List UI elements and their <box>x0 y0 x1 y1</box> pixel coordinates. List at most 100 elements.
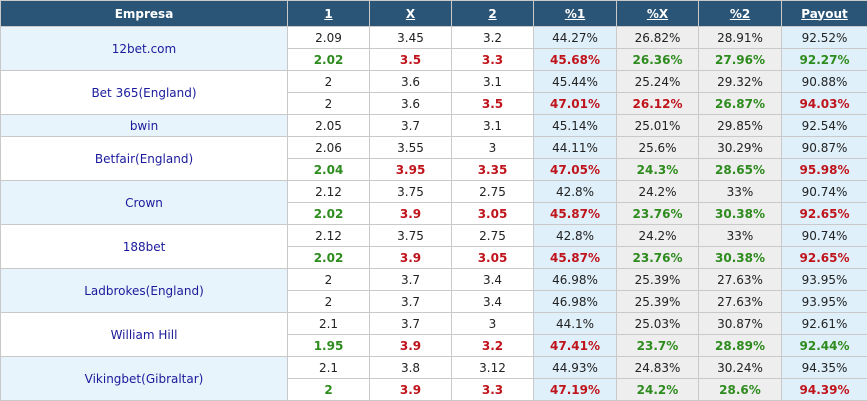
odds-away-current: 3.05 <box>452 247 534 269</box>
odds-away-opening: 2.75 <box>452 225 534 247</box>
prob-draw-opening: 25.39% <box>617 269 699 291</box>
sort-payout[interactable]: Payout <box>782 1 867 27</box>
sort-col-1[interactable]: 1 <box>288 1 370 27</box>
payout-value-current: 94.03% <box>782 93 867 115</box>
prob-away-current: 27.96% <box>699 49 782 71</box>
prob-home-current: 47.05% <box>534 159 617 181</box>
header-empresa: Empresa <box>1 1 288 27</box>
bookmaker-name-link[interactable]: 188bet <box>1 225 288 269</box>
odds-away-opening: 3.2 <box>452 27 534 49</box>
bookmaker-name-link[interactable]: Crown <box>1 181 288 225</box>
prob-draw-opening: 25.24% <box>617 71 699 93</box>
odds-home-current: 1.95 <box>288 335 370 357</box>
odds-home-opening: 2.1 <box>288 357 370 379</box>
sort-pct-2[interactable]: %2 <box>699 1 782 27</box>
prob-away-opening: 27.63% <box>699 269 782 291</box>
odds-away-current: 3.2 <box>452 335 534 357</box>
prob-draw-current: 24.3% <box>617 159 699 181</box>
prob-away-opening: 29.32% <box>699 71 782 93</box>
prob-away-opening: 30.29% <box>699 137 782 159</box>
prob-away-current: 30.38% <box>699 247 782 269</box>
prob-home-current: 47.41% <box>534 335 617 357</box>
sort-pct-1[interactable]: %1 <box>534 1 617 27</box>
odds-away-current: 3.4 <box>452 291 534 313</box>
prob-away-current: 27.63% <box>699 291 782 313</box>
prob-draw-opening: 26.82% <box>617 27 699 49</box>
odds-away-opening: 3.1 <box>452 71 534 93</box>
prob-away-current: 28.65% <box>699 159 782 181</box>
sort-col-x[interactable]: X <box>370 1 452 27</box>
odds-home-current: 2 <box>288 379 370 401</box>
odds-draw-current: 3.6 <box>370 93 452 115</box>
odds-draw-current: 3.5 <box>370 49 452 71</box>
odds-away-current: 3.35 <box>452 159 534 181</box>
prob-draw-current: 26.36% <box>617 49 699 71</box>
odds-home-opening: 2.12 <box>288 225 370 247</box>
sort-col-2[interactable]: 2 <box>452 1 534 27</box>
payout-value-current: 92.65% <box>782 247 867 269</box>
odds-draw-opening: 3.7 <box>370 269 452 291</box>
odds-draw-opening: 3.55 <box>370 137 452 159</box>
prob-away-opening: 30.24% <box>699 357 782 379</box>
prob-away-opening: 33% <box>699 181 782 203</box>
bookmaker-name-link[interactable]: Betfair(England) <box>1 137 288 181</box>
bookmaker-name-link[interactable]: Vikingbet(Gibraltar) <box>1 357 288 401</box>
payout-value-opening: 90.87% <box>782 137 867 159</box>
odds-draw-current: 3.95 <box>370 159 452 181</box>
prob-away-opening: 30.87% <box>699 313 782 335</box>
odds-away-current: 3.3 <box>452 49 534 71</box>
odds-home-opening: 2.09 <box>288 27 370 49</box>
prob-away-current: 28.6% <box>699 379 782 401</box>
prob-draw-current: 23.76% <box>617 247 699 269</box>
odds-away-current: 3.3 <box>452 379 534 401</box>
prob-home-opening: 42.8% <box>534 181 617 203</box>
bookmaker-name-link[interactable]: Ladbrokes(England) <box>1 269 288 313</box>
prob-draw-current: 23.76% <box>617 203 699 225</box>
bookmaker-name-link[interactable]: bwin <box>1 115 288 137</box>
payout-value-opening: 90.74% <box>782 181 867 203</box>
prob-draw-opening: 25.01% <box>617 115 699 137</box>
prob-away-current: 30.38% <box>699 203 782 225</box>
payout-value-current: 92.27% <box>782 49 867 71</box>
prob-away-current: 28.89% <box>699 335 782 357</box>
odds-draw-opening: 3.7 <box>370 313 452 335</box>
prob-home-current: 47.19% <box>534 379 617 401</box>
odds-draw-opening: 3.8 <box>370 357 452 379</box>
odds-home-opening: 2.06 <box>288 137 370 159</box>
bookmaker-name-link[interactable]: William Hill <box>1 313 288 357</box>
prob-home-current: 45.68% <box>534 49 617 71</box>
bookmaker-name-link[interactable]: 12bet.com <box>1 27 288 71</box>
payout-value-opening: 92.54% <box>782 115 867 137</box>
odds-draw-current: 3.9 <box>370 335 452 357</box>
bookmaker-name-link[interactable]: Bet 365(England) <box>1 71 288 115</box>
odds-home-opening: 2.05 <box>288 115 370 137</box>
prob-away-opening: 33% <box>699 225 782 247</box>
prob-away-opening: 28.91% <box>699 27 782 49</box>
prob-draw-current: 23.7% <box>617 335 699 357</box>
payout-value-opening: 92.61% <box>782 313 867 335</box>
prob-home-opening: 44.93% <box>534 357 617 379</box>
odds-home-current: 2.02 <box>288 247 370 269</box>
prob-home-current: 45.87% <box>534 203 617 225</box>
prob-draw-opening: 24.2% <box>617 181 699 203</box>
prob-home-opening: 44.11% <box>534 137 617 159</box>
odds-draw-opening: 3.7 <box>370 115 452 137</box>
prob-away-opening: 29.85% <box>699 115 782 137</box>
payout-value-opening: 90.88% <box>782 71 867 93</box>
prob-home-opening: 44.1% <box>534 313 617 335</box>
payout-value-opening: 92.52% <box>782 27 867 49</box>
odds-away-current: 3.05 <box>452 203 534 225</box>
prob-draw-current: 24.2% <box>617 379 699 401</box>
payout-value-current: 95.98% <box>782 159 867 181</box>
payout-value-opening: 90.74% <box>782 225 867 247</box>
sort-pct-x[interactable]: %X <box>617 1 699 27</box>
payout-value-opening: 93.95% <box>782 269 867 291</box>
prob-home-current: 47.01% <box>534 93 617 115</box>
